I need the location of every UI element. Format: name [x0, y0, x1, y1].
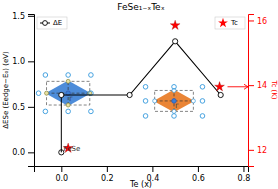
tick: 1.0	[12, 57, 34, 66]
legend-label: ΔE	[53, 19, 62, 27]
corner-point	[172, 109, 176, 113]
point	[59, 92, 64, 97]
tick-label: 0.8	[238, 174, 251, 183]
tick: 0.0	[55, 166, 68, 183]
tick-mark	[28, 61, 34, 62]
x-axis-line	[35, 167, 249, 173]
y-axis: 0.0 0.5 1.0 1.5	[12, 12, 34, 167]
y-axis-title: ΔESe (Eedge−E₀) (eV)	[2, 51, 10, 129]
structure	[45, 79, 92, 107]
annotation: Γ	[69, 95, 73, 102]
tick: 0.2	[101, 166, 114, 183]
point	[66, 73, 71, 78]
tick-label: 0.5	[12, 103, 25, 112]
corner-point	[153, 99, 157, 103]
tick: 0.0	[12, 148, 34, 157]
tick-mark	[152, 166, 153, 172]
corner-point	[45, 91, 49, 95]
tick-mark	[28, 16, 34, 17]
tick-mark	[107, 166, 108, 172]
tick-label: 12	[257, 146, 267, 155]
corner-point	[66, 79, 70, 83]
diamond	[154, 90, 195, 113]
arrow-head	[244, 84, 248, 89]
y-axis-line	[28, 15, 35, 167]
tick-mark	[198, 166, 199, 172]
tick-label: 0.0	[55, 174, 68, 183]
corner-point	[191, 99, 195, 103]
tick-label: 1.5	[12, 12, 25, 21]
plot: 0.00.20.40.60.80.00.51.01.5121416FeSeΓΓF…	[2, 2, 278, 189]
series	[36, 73, 93, 114]
tick-mark	[61, 166, 62, 172]
point	[36, 91, 41, 96]
point	[200, 114, 205, 119]
tick: 12	[248, 146, 267, 155]
series	[59, 39, 224, 98]
point	[43, 73, 48, 78]
chart: 0.00.20.40.60.80.00.51.01.5121416FeSeΓΓF…	[0, 0, 278, 189]
point	[127, 92, 132, 97]
connector	[61, 95, 62, 152]
tick-label: 0.6	[192, 174, 205, 183]
tick-mark	[28, 107, 34, 108]
dashed-box	[155, 90, 194, 111]
dashed-box	[47, 81, 90, 105]
y2-axis-title: Tc (K)	[270, 79, 278, 99]
tick-mark	[248, 20, 254, 21]
tick: 0.8	[238, 166, 251, 183]
tick: 0.6	[192, 166, 205, 183]
tick-mark	[243, 166, 244, 172]
point	[66, 109, 71, 114]
point	[89, 73, 94, 78]
point	[143, 85, 148, 90]
series	[63, 20, 224, 152]
point	[218, 92, 223, 97]
tick: 14	[248, 81, 267, 90]
y2-axis: 12 14 16	[248, 15, 267, 167]
tick-label: 14	[257, 81, 267, 90]
legend-swatch	[43, 21, 48, 26]
tick-label: 1.0	[12, 57, 25, 66]
tick-mark	[248, 150, 254, 151]
legend: Tc	[215, 17, 245, 29]
point	[172, 85, 177, 90]
title: FeSe₁₋ₓTeₓ	[117, 2, 164, 12]
tick-label: 0.0	[12, 148, 25, 157]
tick-mark	[248, 85, 254, 86]
structure	[153, 88, 196, 113]
point	[172, 114, 177, 119]
tick: 16	[248, 17, 267, 26]
tick: 0.5	[12, 103, 34, 112]
marks	[36, 20, 248, 155]
point	[215, 82, 225, 91]
point	[143, 114, 148, 119]
line	[61, 41, 220, 95]
tick-label: 16	[257, 17, 267, 26]
annotation: FeSe	[64, 145, 81, 153]
point	[43, 109, 48, 114]
legend-box	[37, 17, 67, 29]
arrow	[228, 86, 248, 87]
legend: ΔE	[37, 17, 67, 29]
x-axis-title: Te (x)	[129, 180, 152, 189]
annotation: Γ	[175, 102, 179, 109]
diamond	[45, 80, 91, 105]
corner-point	[66, 103, 70, 107]
legend-swatch	[218, 18, 228, 27]
point	[170, 20, 180, 29]
tick-label: 0.2	[101, 174, 114, 183]
legend-label: Tc	[230, 19, 238, 27]
y2-axis-line	[249, 15, 255, 167]
tick-mark	[28, 152, 34, 153]
series	[143, 85, 205, 119]
legend-box	[215, 17, 245, 29]
point	[200, 99, 205, 104]
point	[200, 85, 205, 90]
tick: 1.5	[12, 12, 34, 21]
point	[143, 99, 148, 104]
point	[173, 39, 178, 44]
point	[89, 109, 94, 114]
